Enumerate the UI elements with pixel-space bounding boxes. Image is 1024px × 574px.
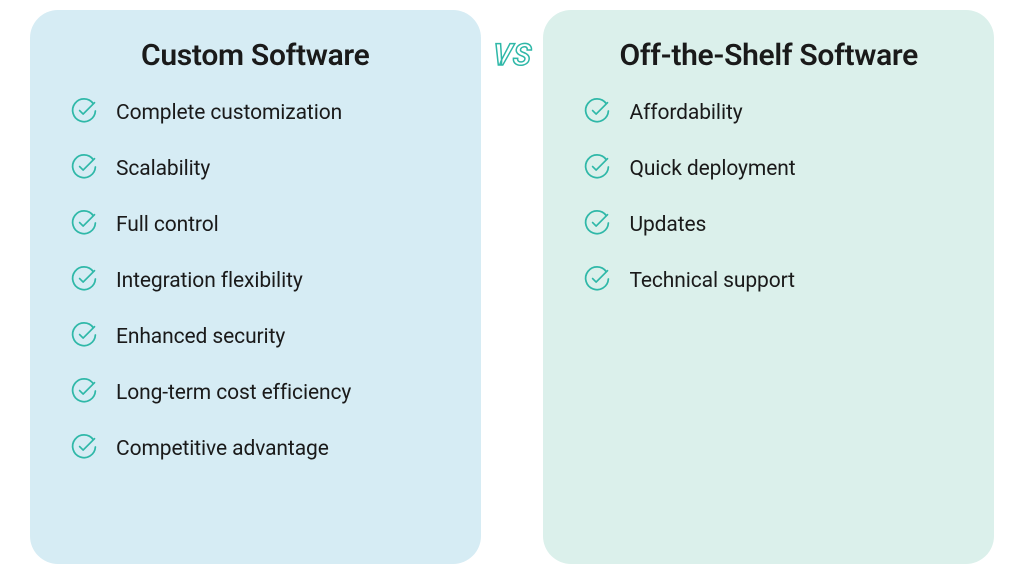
list-item: Quick deployment [583,153,958,185]
list-item-label: Integration flexibility [116,269,303,293]
left-card-title: Custom Software [66,38,445,73]
vs-label: VS [491,38,532,73]
list-item: Technical support [583,265,958,297]
check-circle-icon [583,265,611,297]
list-item: Full control [70,209,445,241]
left-card: Custom Software Complete customization S… [30,10,481,564]
check-circle-icon [70,97,98,129]
list-item: Competitive advantage [70,433,445,465]
check-circle-icon [70,377,98,409]
list-item-label: Complete customization [116,101,342,125]
list-item-label: Technical support [629,269,794,293]
list-item-label: Competitive advantage [116,437,329,461]
right-card-title: Off-the-Shelf Software [579,38,958,73]
check-circle-icon [70,209,98,241]
check-circle-icon [70,433,98,465]
list-item-label: Quick deployment [629,157,795,181]
list-item: Affordability [583,97,958,129]
list-item: Complete customization [70,97,445,129]
list-item: Integration flexibility [70,265,445,297]
list-item: Updates [583,209,958,241]
list-item-label: Scalability [116,157,210,181]
list-item: Scalability [70,153,445,185]
check-circle-icon [70,153,98,185]
check-circle-icon [70,265,98,297]
left-list: Complete customization Scalability Full … [66,97,445,465]
right-list: Affordability Quick deployment Updates T… [579,97,958,297]
list-item-label: Enhanced security [116,325,285,349]
check-circle-icon [583,97,611,129]
list-item-label: Affordability [629,101,742,125]
right-card: Off-the-Shelf Software Affordability Qui… [543,10,994,564]
list-item: Enhanced security [70,321,445,353]
check-circle-icon [583,153,611,185]
check-circle-icon [70,321,98,353]
list-item-label: Full control [116,213,219,237]
list-item-label: Updates [629,213,706,237]
check-circle-icon [583,209,611,241]
list-item: Long-term cost efficiency [70,377,445,409]
list-item-label: Long-term cost efficiency [116,381,351,405]
